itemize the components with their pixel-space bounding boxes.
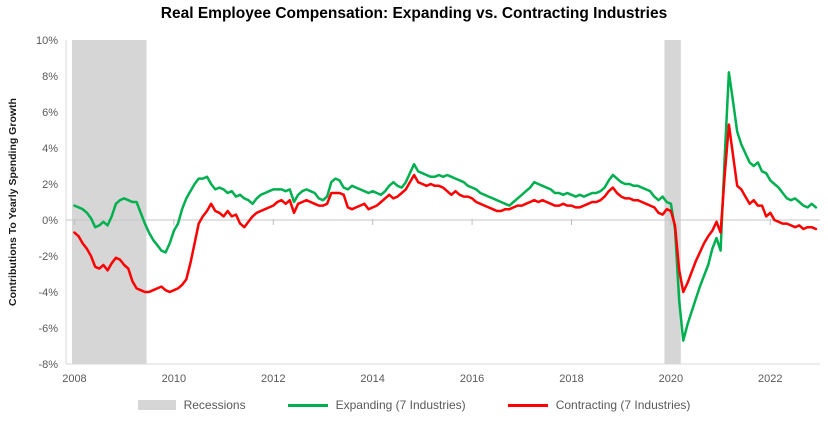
recessions-swatch-icon xyxy=(137,400,176,410)
svg-text:2016: 2016 xyxy=(460,373,484,385)
legend-item-recessions: Recessions xyxy=(137,398,246,412)
axes xyxy=(65,40,820,365)
legend-item-expanding: Expanding (7 Industries) xyxy=(287,398,466,412)
legend: Recessions Expanding (7 Industries) Cont… xyxy=(0,398,828,412)
svg-text:2014: 2014 xyxy=(360,373,384,385)
svg-text:8%: 8% xyxy=(42,71,58,83)
svg-text:2020: 2020 xyxy=(659,373,683,385)
data-series-lines xyxy=(73,71,818,342)
x-axis-tick-labels: 2008 2010 2012 2014 2016 2018 2020 2022 xyxy=(62,373,782,385)
svg-text:2010: 2010 xyxy=(162,373,186,385)
contracting-line-swatch-icon xyxy=(507,403,548,407)
svg-text:10%: 10% xyxy=(36,35,58,47)
expanding-line-swatch-icon xyxy=(287,403,328,407)
svg-text:0%: 0% xyxy=(42,215,58,227)
svg-text:2018: 2018 xyxy=(559,373,583,385)
svg-text:-2%: -2% xyxy=(38,251,58,263)
legend-item-contracting: Contracting (7 Industries) xyxy=(507,398,691,412)
y-axis-tick-labels: 10% 8% 6% 4% 2% 0% -2% -4% -6% -8% xyxy=(36,35,58,371)
svg-text:-8%: -8% xyxy=(38,359,58,371)
svg-text:4%: 4% xyxy=(42,143,58,155)
plot-area: 10%8%6%4%2%0%-2%-4%-6%-8% 2008 2010 2012 20… xyxy=(7,35,820,385)
legend-label-contracting: Contracting (7 Industries) xyxy=(555,398,691,412)
svg-text:2008: 2008 xyxy=(62,373,86,385)
svg-text:-6%: -6% xyxy=(38,323,58,335)
y-axis-title: Contributions To Yearly Spending Growth xyxy=(7,98,19,306)
legend-label-expanding: Expanding (7 Industries) xyxy=(335,398,466,412)
svg-text:2012: 2012 xyxy=(261,373,285,385)
svg-text:2022: 2022 xyxy=(758,373,782,385)
chart-title: Real Employee Compensation: Expanding vs… xyxy=(160,5,668,22)
legend-label-recessions: Recessions xyxy=(183,398,246,412)
svg-text:2%: 2% xyxy=(42,179,58,191)
svg-text:6%: 6% xyxy=(42,107,58,119)
svg-text:-4%: -4% xyxy=(38,287,58,299)
